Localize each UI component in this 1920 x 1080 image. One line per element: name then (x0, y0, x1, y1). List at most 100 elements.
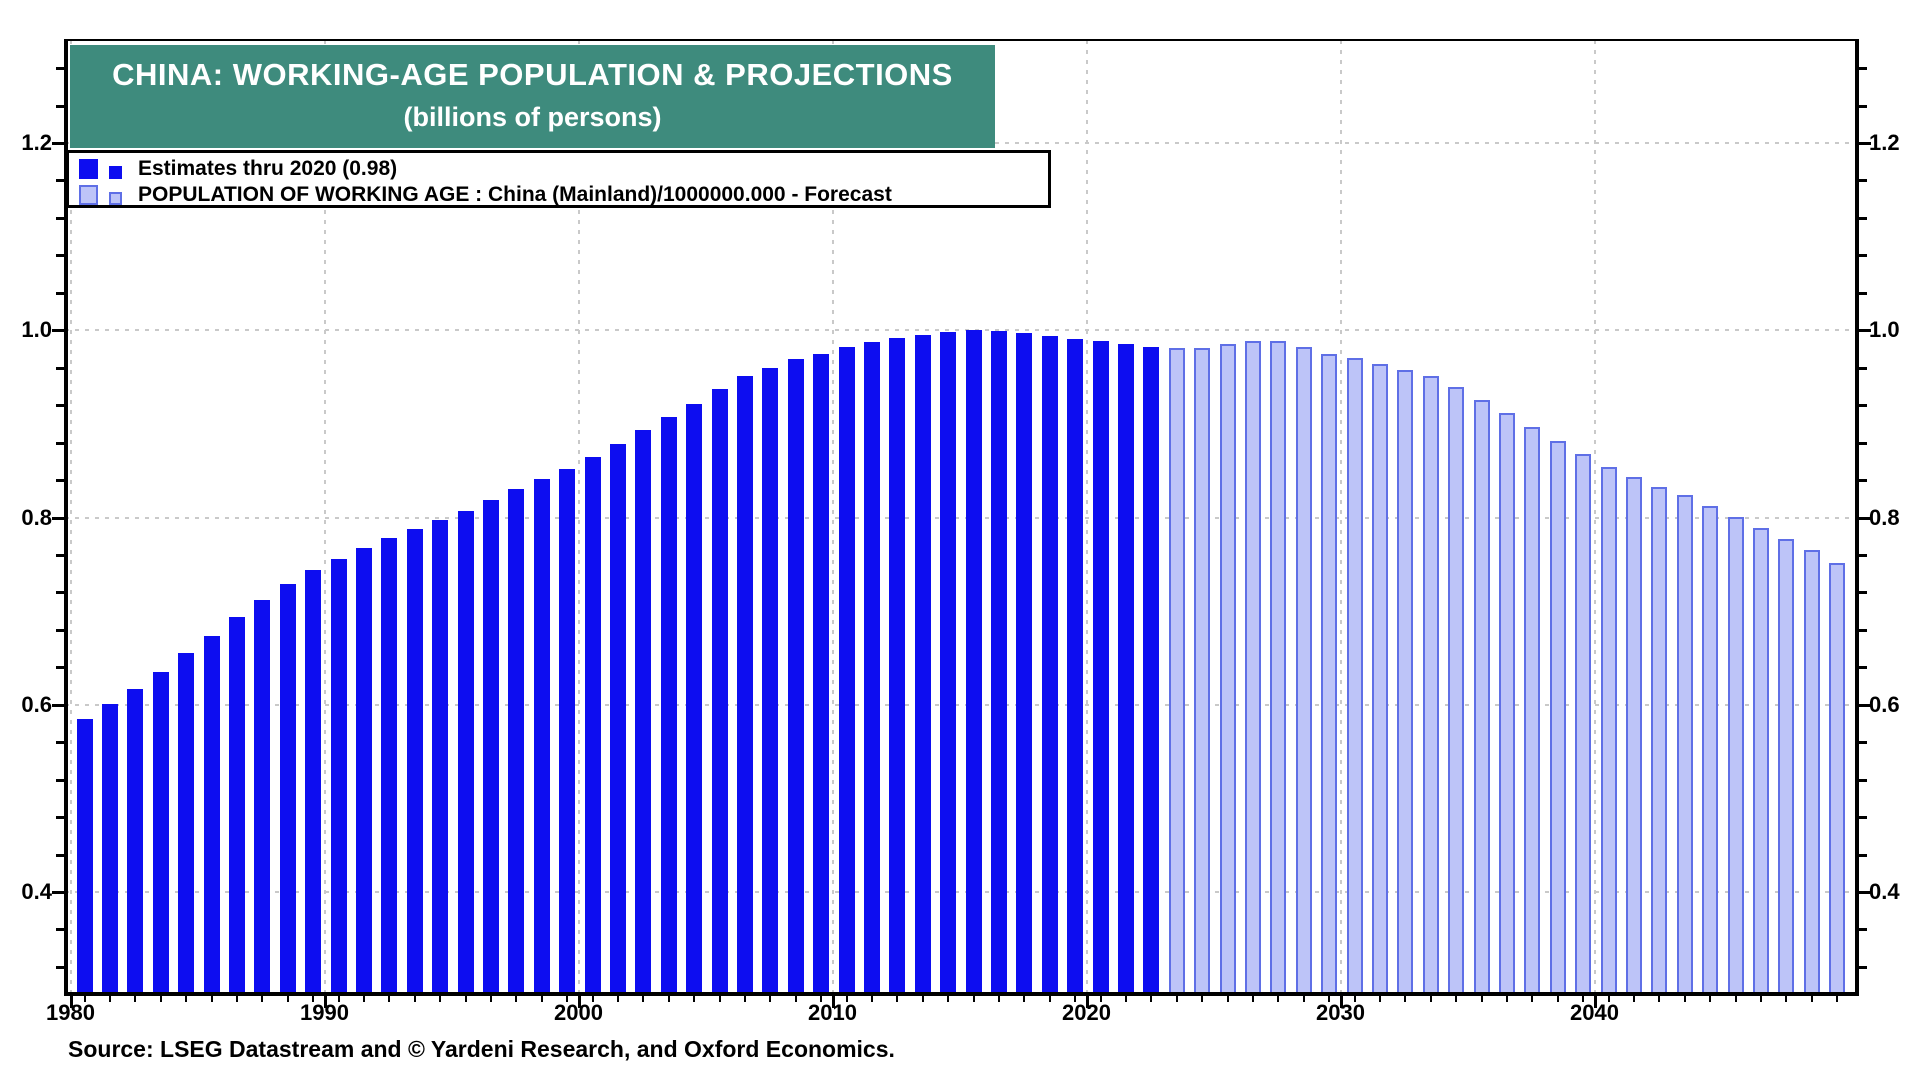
bar-2019 (1067, 338, 1084, 995)
y-tick-right (1859, 928, 1867, 932)
bar-2005 (711, 389, 728, 995)
bar-2040 (1600, 466, 1617, 995)
title-banner: CHINA: WORKING-AGE POPULATION & PROJECTI… (70, 45, 995, 148)
x-minor-tick (1048, 995, 1051, 1002)
bar-2049 (1829, 563, 1846, 995)
bar-1996 (482, 499, 499, 995)
x-minor-tick (286, 995, 289, 1002)
gridline-y-0.4 (65, 891, 1857, 893)
y-tick-left (56, 479, 64, 483)
y-tick-right (1859, 666, 1867, 670)
bar-2044 (1702, 506, 1719, 995)
bar-2046 (1752, 527, 1769, 995)
x-minor-tick (1582, 995, 1585, 1002)
y-axis-label-right: 1.0 (1869, 317, 1900, 343)
bar-2047 (1778, 539, 1795, 995)
bar-2008 (787, 359, 804, 995)
x-minor-tick (1836, 995, 1839, 1002)
bar-1991 (355, 548, 372, 995)
x-minor-tick (718, 995, 721, 1002)
x-minor-tick (769, 995, 772, 1002)
gridline-x-2040 (1593, 40, 1596, 995)
x-minor-tick (439, 995, 442, 1002)
bar-1984 (178, 653, 195, 995)
bar-1987 (254, 599, 271, 995)
x-minor-tick (337, 995, 340, 1002)
bar-2029 (1321, 353, 1338, 995)
x-minor-tick (642, 995, 645, 1002)
bar-1993 (406, 528, 423, 995)
y-tick-right (1859, 479, 1867, 483)
bar-2024 (1194, 348, 1211, 995)
y-tick-left (56, 404, 64, 408)
y-axis-label-right: 1.2 (1869, 129, 1900, 155)
x-minor-tick (1556, 995, 1559, 1002)
gridline-x-1980 (69, 40, 72, 995)
y-tick-left (56, 778, 64, 782)
x-minor-tick (1404, 995, 1407, 1002)
x-minor-tick (743, 995, 746, 1002)
y-tick-left (52, 516, 64, 520)
y-tick-left (56, 628, 64, 632)
y-tick-left (56, 816, 64, 820)
x-minor-tick (108, 995, 111, 1002)
x-minor-tick (134, 995, 137, 1002)
x-minor-tick (159, 995, 162, 1002)
bar-2010 (838, 347, 855, 995)
x-minor-tick (261, 995, 264, 1002)
bar-1988 (279, 583, 296, 995)
bar-2012 (889, 337, 906, 995)
y-tick-right (1859, 853, 1867, 857)
bar-2014 (940, 332, 957, 995)
x-minor-tick (413, 995, 416, 1002)
x-major-tick (831, 995, 835, 1008)
gridline-y-1 (65, 329, 1857, 332)
y-tick-left (56, 179, 64, 183)
x-major-tick (1085, 995, 1089, 1008)
x-major-tick (1593, 995, 1597, 1008)
x-minor-tick (210, 995, 213, 1002)
bar-1980 (76, 718, 93, 995)
x-axis-baseline (64, 992, 1859, 996)
x-minor-tick (820, 995, 823, 1002)
x-minor-tick (1277, 995, 1280, 1002)
bar-2041 (1625, 477, 1642, 995)
gridline-x-2000 (577, 40, 580, 995)
x-minor-tick (693, 995, 696, 1002)
y-axis-label-right: 0.6 (1869, 691, 1900, 717)
x-minor-tick (616, 995, 619, 1002)
y-axis-label-left: 1.0 (21, 317, 52, 343)
x-major-tick (69, 995, 73, 1008)
bar-1995 (457, 510, 474, 995)
y-tick-right (1859, 591, 1867, 595)
gridline-y-0.8 (65, 516, 1857, 519)
forecast-swatch-large-icon (79, 185, 98, 205)
y-tick-right (1859, 179, 1867, 183)
x-axis-label-2040: 2040 (1570, 1000, 1619, 1025)
x-minor-tick (794, 995, 797, 1002)
bar-2017 (1016, 333, 1033, 995)
bar-2023 (1168, 348, 1185, 995)
bar-2037 (1524, 426, 1541, 995)
bar-2026 (1244, 341, 1261, 995)
x-minor-tick (1226, 995, 1229, 1002)
x-minor-tick (591, 995, 594, 1002)
x-minor-tick (1201, 995, 1204, 1002)
y-tick-right (1859, 104, 1867, 108)
y-axis-label-right: 0.8 (1869, 504, 1900, 530)
bar-2009 (813, 353, 830, 995)
y-tick-left (52, 329, 64, 333)
estimates-swatch-small-icon (109, 165, 122, 179)
x-minor-tick (235, 995, 238, 1002)
x-major-tick (577, 995, 581, 1008)
x-axis-label-2030: 2030 (1316, 1000, 1365, 1025)
x-axis-label-1990: 1990 (300, 1000, 349, 1025)
bar-2036 (1498, 412, 1515, 995)
x-minor-tick (1175, 995, 1178, 1002)
bar-2033 (1422, 376, 1439, 995)
y-tick-right (1859, 291, 1867, 295)
y-tick-right (1859, 741, 1867, 745)
y-tick-left (56, 553, 64, 557)
y-tick-right (1859, 891, 1871, 894)
x-minor-tick (947, 995, 950, 1002)
